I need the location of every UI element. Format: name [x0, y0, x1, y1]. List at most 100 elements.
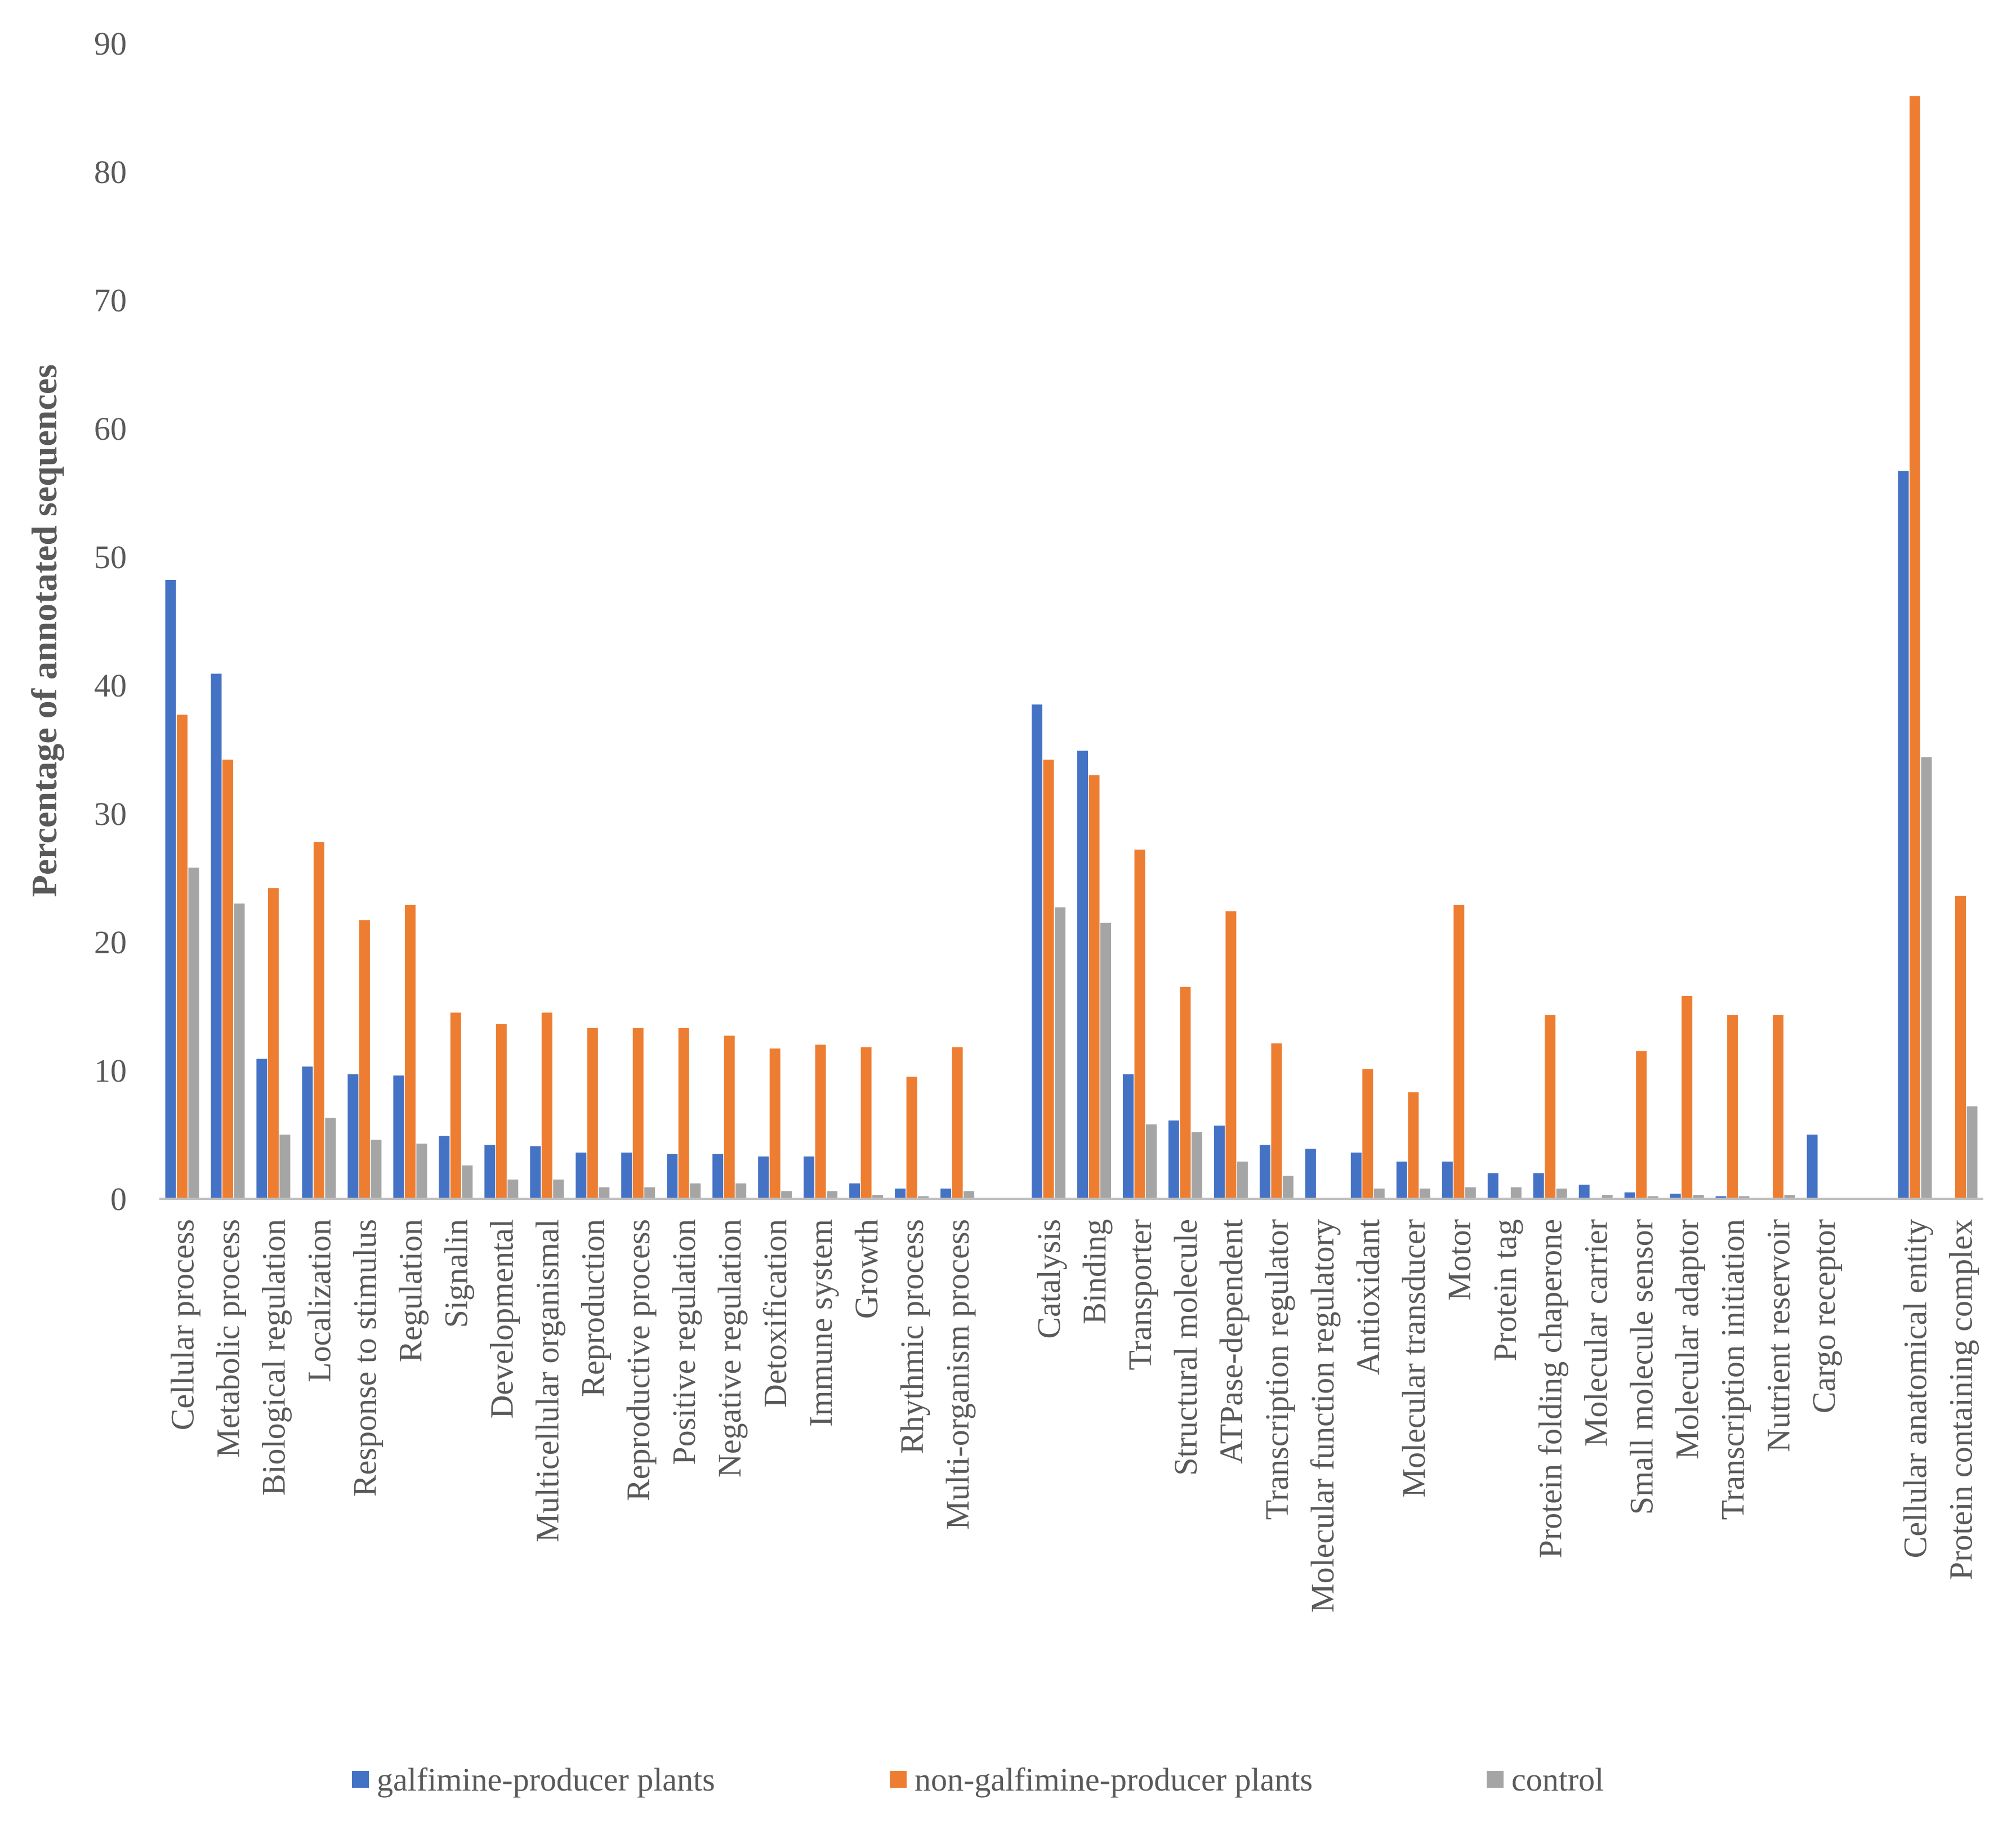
bar	[1089, 775, 1100, 1199]
category-label: Binding	[1076, 1219, 1113, 1324]
category-label: Small molecule sensor	[1623, 1219, 1660, 1515]
bar	[952, 1047, 963, 1199]
bar	[872, 1195, 884, 1199]
bar	[1545, 1015, 1556, 1199]
bar	[484, 1145, 496, 1199]
y-axis-ticks: 0 10 20 30 40 50 60 70 80 90	[94, 25, 127, 1217]
bar	[462, 1165, 473, 1199]
category-label: Protein tag	[1487, 1219, 1523, 1362]
bar	[404, 904, 416, 1199]
bar	[576, 1152, 587, 1199]
bar	[1715, 1196, 1727, 1199]
bar	[804, 1156, 815, 1199]
legend-label: non-galfimine-producer plants	[915, 1761, 1313, 1798]
bar	[1442, 1161, 1453, 1199]
bar	[724, 1035, 735, 1199]
bar	[1180, 987, 1191, 1199]
bar	[302, 1066, 313, 1199]
y-axis-title: Percentage of annotated sequences	[24, 364, 64, 897]
bar	[1350, 1152, 1362, 1199]
category-label: Biological regulation	[255, 1219, 292, 1496]
category-labels: Cellular process Metabolic process Biologi…	[164, 1219, 1979, 1613]
category-label: Developmental	[483, 1219, 520, 1418]
y-tick-label: 70	[94, 282, 127, 319]
bar	[712, 1154, 724, 1199]
category-label: Multicellular organismal	[529, 1219, 565, 1542]
bar	[1784, 1195, 1795, 1199]
category-label: Protein folding chaperone	[1532, 1219, 1569, 1558]
bar	[1602, 1195, 1613, 1199]
bar	[690, 1183, 701, 1199]
bar	[1271, 1043, 1282, 1199]
bar	[1898, 471, 1909, 1199]
bar	[849, 1183, 860, 1199]
bar	[1465, 1187, 1476, 1199]
y-tick-label: 10	[94, 1052, 127, 1089]
bar	[1955, 895, 1966, 1199]
bar	[541, 1012, 552, 1199]
bar	[1670, 1193, 1681, 1199]
bar	[1807, 1135, 1818, 1199]
category-label: Localization	[301, 1219, 337, 1382]
bar	[906, 1077, 917, 1199]
bar	[530, 1146, 541, 1199]
bar	[1773, 1015, 1784, 1199]
y-tick-label: 90	[94, 25, 127, 62]
bar	[1305, 1149, 1316, 1199]
bar	[1453, 904, 1465, 1199]
bar	[1055, 907, 1065, 1199]
category-label: Reproductive process	[620, 1219, 657, 1501]
bar	[165, 580, 176, 1199]
bar	[222, 760, 233, 1199]
legend-swatch	[1487, 1771, 1504, 1788]
bar	[1647, 1196, 1658, 1199]
bar	[1693, 1195, 1704, 1199]
bar	[1910, 96, 1920, 1199]
bar	[234, 903, 245, 1199]
legend: galfimine-producer plants non-galfimine-p…	[352, 1761, 1604, 1798]
category-label: Molecular function regulatory	[1304, 1219, 1341, 1613]
category-label: Molecular transducer	[1395, 1219, 1432, 1497]
bar	[667, 1154, 678, 1199]
y-tick-label: 0	[110, 1181, 127, 1217]
bar	[781, 1191, 792, 1199]
bar	[1533, 1173, 1544, 1199]
bar	[895, 1188, 906, 1199]
bar	[678, 1028, 689, 1199]
bar	[1921, 757, 1932, 1199]
category-label: Immune system	[802, 1219, 839, 1427]
category-label: Molecular adaptor	[1669, 1219, 1706, 1459]
bar	[964, 1191, 975, 1199]
bar	[1636, 1051, 1647, 1199]
bar	[439, 1136, 450, 1199]
bar	[325, 1118, 336, 1199]
category-label: Negative regulation	[711, 1219, 748, 1477]
category-label: Molecular carrier	[1578, 1219, 1614, 1447]
y-tick-label: 80	[94, 154, 127, 190]
bar	[496, 1024, 507, 1199]
bar	[1556, 1188, 1567, 1199]
bar	[211, 673, 222, 1199]
bar	[587, 1028, 598, 1199]
bar	[1578, 1184, 1590, 1199]
bar	[758, 1156, 769, 1199]
category-label: Multi-organism process	[939, 1219, 976, 1529]
bar	[1237, 1161, 1248, 1199]
category-label: Growth	[848, 1219, 885, 1319]
bar	[1362, 1069, 1373, 1199]
bar	[735, 1183, 747, 1199]
bar	[279, 1135, 291, 1199]
y-tick-label: 40	[94, 667, 127, 704]
category-label: Reproduction	[574, 1219, 611, 1397]
bar	[347, 1074, 359, 1199]
bar	[450, 1012, 461, 1199]
y-tick-label: 30	[94, 796, 127, 832]
bar	[1123, 1074, 1134, 1199]
category-label: Cellular anatomical entity	[1897, 1219, 1934, 1558]
bar	[256, 1059, 267, 1199]
bar	[507, 1179, 519, 1199]
category-label: Signalin	[438, 1219, 474, 1328]
bar	[940, 1188, 952, 1199]
bar	[177, 715, 188, 1199]
